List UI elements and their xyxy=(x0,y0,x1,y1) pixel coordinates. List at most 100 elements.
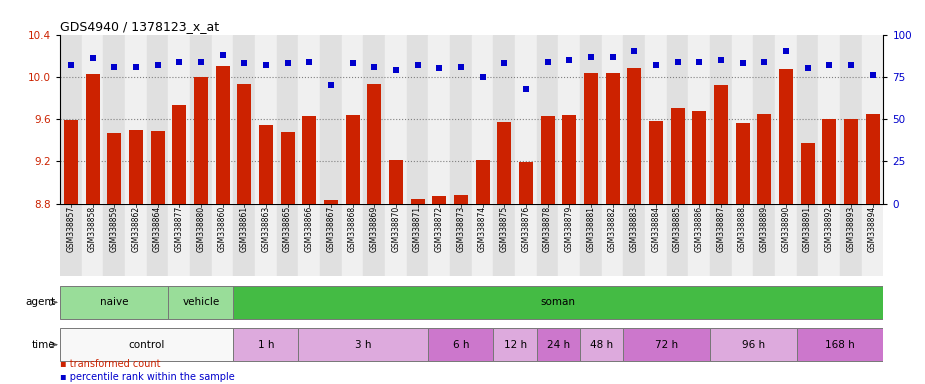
Bar xyxy=(216,66,229,204)
Bar xyxy=(779,70,793,204)
Point xyxy=(172,58,187,65)
Bar xyxy=(475,160,489,204)
Text: GSM338886: GSM338886 xyxy=(695,206,704,252)
Bar xyxy=(800,143,815,204)
Text: GSM338867: GSM338867 xyxy=(327,206,336,252)
Bar xyxy=(493,204,515,276)
Bar xyxy=(450,204,472,276)
Bar xyxy=(866,114,880,204)
Point xyxy=(85,55,100,61)
Text: time: time xyxy=(31,339,56,350)
Bar xyxy=(277,204,299,276)
Bar xyxy=(732,204,753,276)
Bar xyxy=(407,204,428,276)
Text: 72 h: 72 h xyxy=(655,339,678,350)
Point xyxy=(453,64,468,70)
Bar xyxy=(536,328,580,361)
Bar xyxy=(60,204,81,276)
Bar xyxy=(688,35,710,204)
Text: GSM338888: GSM338888 xyxy=(738,206,747,252)
Point xyxy=(216,52,230,58)
Bar xyxy=(862,35,883,204)
Bar xyxy=(299,328,428,361)
Text: GSM338859: GSM338859 xyxy=(110,206,118,252)
Bar xyxy=(320,35,341,204)
Text: 6 h: 6 h xyxy=(452,339,469,350)
Text: GSM338863: GSM338863 xyxy=(262,206,270,252)
Bar xyxy=(341,204,364,276)
Bar xyxy=(147,35,168,204)
Bar xyxy=(667,204,688,276)
Bar xyxy=(840,35,862,204)
Bar xyxy=(840,204,862,276)
Text: 168 h: 168 h xyxy=(825,339,855,350)
Text: GSM338876: GSM338876 xyxy=(522,206,530,252)
Bar xyxy=(519,162,533,204)
Text: GSM338887: GSM338887 xyxy=(716,206,725,252)
Bar xyxy=(671,109,684,204)
Bar xyxy=(580,328,623,361)
Bar xyxy=(385,204,407,276)
Bar xyxy=(710,204,732,276)
Bar xyxy=(233,328,299,361)
Bar xyxy=(299,35,320,204)
Text: GSM338873: GSM338873 xyxy=(456,206,465,252)
Bar xyxy=(648,121,663,204)
Bar xyxy=(536,35,559,204)
Bar xyxy=(623,35,645,204)
Bar xyxy=(280,132,295,204)
Point xyxy=(713,57,728,63)
Text: GSM338879: GSM338879 xyxy=(565,206,574,252)
Point xyxy=(432,65,447,71)
Point xyxy=(107,64,122,70)
Text: GSM338868: GSM338868 xyxy=(348,206,357,252)
Point xyxy=(193,58,208,65)
Bar xyxy=(151,131,165,204)
Point xyxy=(561,57,576,63)
Bar xyxy=(775,35,796,204)
Text: GSM338892: GSM338892 xyxy=(825,206,833,252)
Text: GSM338870: GSM338870 xyxy=(391,206,401,252)
Point xyxy=(388,67,403,73)
Text: GSM338872: GSM338872 xyxy=(435,206,444,252)
Bar xyxy=(428,328,493,361)
Point xyxy=(692,58,707,65)
Bar xyxy=(212,35,233,204)
Point xyxy=(345,60,360,66)
Bar xyxy=(191,35,212,204)
Bar xyxy=(320,204,341,276)
Bar xyxy=(627,68,641,204)
Point xyxy=(540,58,555,65)
Bar xyxy=(710,328,796,361)
Text: GSM338880: GSM338880 xyxy=(196,206,205,252)
Bar xyxy=(844,119,857,204)
Bar xyxy=(302,116,316,204)
Text: 1 h: 1 h xyxy=(258,339,274,350)
Bar xyxy=(758,114,771,204)
Bar xyxy=(580,204,602,276)
Bar xyxy=(147,204,168,276)
Text: 48 h: 48 h xyxy=(590,339,613,350)
Bar xyxy=(104,204,125,276)
Bar xyxy=(667,35,688,204)
Bar xyxy=(753,35,775,204)
Bar xyxy=(60,328,233,361)
Bar xyxy=(107,133,121,204)
Bar xyxy=(168,35,191,204)
Bar xyxy=(515,35,536,204)
Text: soman: soman xyxy=(541,297,576,308)
Text: 24 h: 24 h xyxy=(547,339,570,350)
Bar xyxy=(64,120,78,204)
Text: GSM338858: GSM338858 xyxy=(88,206,97,252)
Point xyxy=(519,86,534,92)
Text: GSM338865: GSM338865 xyxy=(283,206,292,252)
Bar xyxy=(753,204,775,276)
Point xyxy=(237,60,252,66)
Bar xyxy=(60,286,168,319)
Bar xyxy=(862,204,883,276)
Text: GSM338894: GSM338894 xyxy=(868,206,877,252)
Point xyxy=(735,60,750,66)
Bar xyxy=(472,204,493,276)
Text: control: control xyxy=(129,339,165,350)
Bar xyxy=(168,286,233,319)
